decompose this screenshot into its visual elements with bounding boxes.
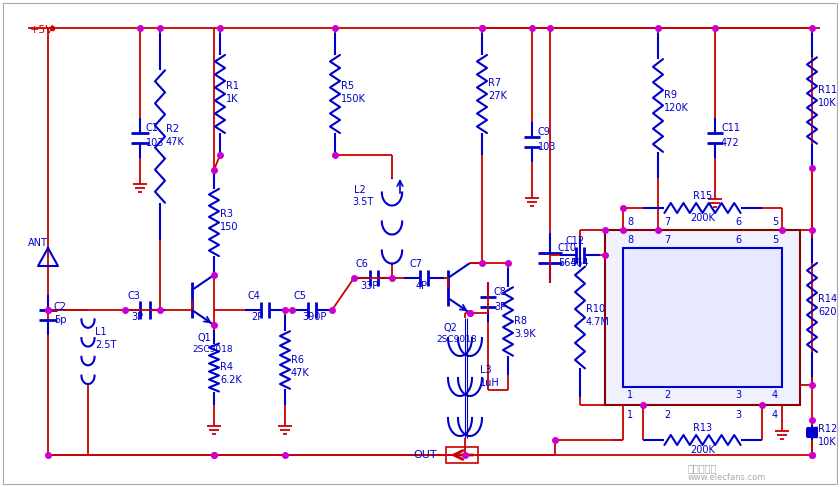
- Text: C11: C11: [721, 123, 740, 133]
- Text: 620: 620: [818, 307, 837, 317]
- Text: 47K: 47K: [291, 368, 310, 378]
- Text: 27K: 27K: [488, 91, 507, 101]
- Text: 2.5T: 2.5T: [95, 340, 117, 350]
- Text: 200K: 200K: [690, 213, 715, 223]
- Text: C5: C5: [294, 291, 307, 301]
- Text: 3.9K: 3.9K: [514, 329, 536, 339]
- Text: 6: 6: [735, 235, 741, 245]
- Text: 7: 7: [664, 235, 670, 245]
- Text: 3P: 3P: [131, 312, 143, 322]
- Text: C3: C3: [127, 291, 140, 301]
- Text: 4: 4: [772, 410, 778, 420]
- Text: 3: 3: [735, 390, 741, 400]
- Text: C1: C1: [146, 123, 159, 133]
- Text: 390P: 390P: [302, 312, 327, 322]
- Text: 10K: 10K: [818, 437, 837, 447]
- Text: R15: R15: [693, 191, 712, 201]
- Text: R7: R7: [488, 78, 501, 88]
- Text: 电子发烧友: 电子发烧友: [688, 463, 717, 473]
- Text: 1: 1: [627, 410, 633, 420]
- Text: 103: 103: [146, 138, 165, 148]
- Text: L1: L1: [95, 327, 107, 337]
- Text: 1K: 1K: [226, 94, 239, 104]
- Bar: [623, 248, 782, 387]
- Text: 150: 150: [220, 222, 239, 232]
- Text: C9: C9: [538, 127, 551, 137]
- Text: R9: R9: [664, 90, 677, 100]
- Text: 10K: 10K: [818, 98, 837, 108]
- Text: 2P: 2P: [251, 312, 263, 322]
- Text: C4: C4: [247, 291, 260, 301]
- Bar: [605, 230, 800, 405]
- Text: 3P: 3P: [494, 302, 507, 312]
- Text: 564: 564: [570, 258, 589, 268]
- Text: 2: 2: [664, 390, 670, 400]
- Text: +5V: +5V: [30, 25, 54, 35]
- Text: 1uH: 1uH: [480, 378, 500, 388]
- Text: 472: 472: [721, 138, 740, 148]
- Text: R14: R14: [818, 294, 837, 304]
- Text: R1: R1: [226, 81, 239, 91]
- Text: C10: C10: [558, 243, 577, 253]
- Text: R12: R12: [818, 424, 837, 434]
- Text: 8: 8: [627, 217, 633, 227]
- Text: R2: R2: [166, 124, 179, 134]
- Text: 8: 8: [627, 235, 633, 245]
- Text: R10: R10: [586, 304, 605, 314]
- Text: 33P: 33P: [360, 281, 378, 291]
- Text: R6: R6: [291, 355, 304, 365]
- Text: 2SC9018: 2SC9018: [436, 336, 476, 344]
- Text: L2: L2: [354, 185, 365, 195]
- Text: C6: C6: [356, 259, 369, 269]
- Text: C12: C12: [565, 236, 584, 246]
- Text: R8: R8: [514, 316, 527, 326]
- Text: 4.7M: 4.7M: [586, 317, 610, 327]
- Text: C7: C7: [410, 259, 423, 269]
- Text: 1: 1: [627, 390, 633, 400]
- Text: 2: 2: [664, 410, 670, 420]
- Text: 200K: 200K: [690, 445, 715, 455]
- Text: 6.2K: 6.2K: [220, 375, 242, 385]
- Text: 5p: 5p: [54, 315, 66, 325]
- Text: 564: 564: [558, 258, 576, 268]
- Text: Q1: Q1: [197, 333, 211, 343]
- Text: R3: R3: [220, 209, 233, 219]
- Text: Q2: Q2: [443, 323, 457, 333]
- Text: LM358: LM358: [677, 318, 727, 333]
- Text: ANT: ANT: [28, 238, 48, 248]
- Text: C2: C2: [54, 302, 67, 312]
- Text: 5: 5: [772, 235, 778, 245]
- Text: 2SC9018: 2SC9018: [192, 345, 233, 355]
- Text: 3: 3: [735, 410, 741, 420]
- Text: L3: L3: [480, 365, 491, 375]
- Text: 47K: 47K: [166, 137, 185, 147]
- Text: 150K: 150K: [341, 94, 366, 104]
- Text: 4: 4: [772, 390, 778, 400]
- Text: 103: 103: [538, 142, 556, 152]
- Text: 7: 7: [664, 217, 670, 227]
- Text: R13: R13: [693, 423, 712, 433]
- Text: R4: R4: [220, 362, 233, 372]
- Text: R11: R11: [818, 85, 837, 95]
- Text: 5: 5: [772, 217, 778, 227]
- Text: 3.5T: 3.5T: [352, 197, 373, 207]
- Text: 120K: 120K: [664, 103, 689, 113]
- Text: R5: R5: [341, 81, 354, 91]
- Text: OUT: OUT: [413, 450, 437, 460]
- Text: www.elecfans.com: www.elecfans.com: [688, 473, 766, 483]
- Text: 6: 6: [735, 217, 741, 227]
- Text: 4P: 4P: [416, 281, 428, 291]
- Text: IC1: IC1: [690, 298, 715, 313]
- Text: C8: C8: [494, 287, 507, 297]
